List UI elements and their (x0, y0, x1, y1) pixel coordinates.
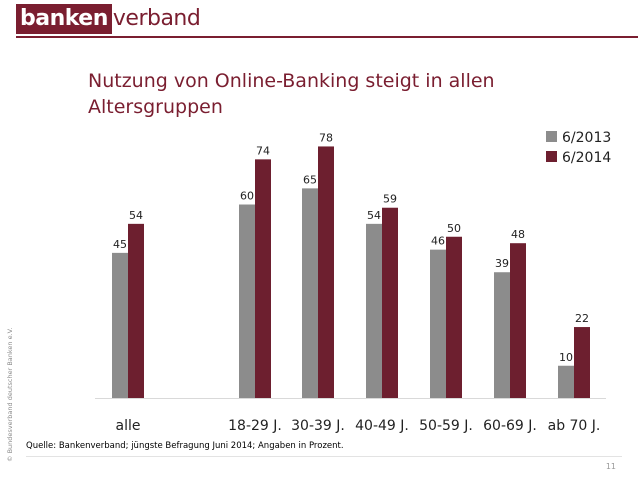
data-label: 39 (495, 257, 509, 270)
footer-rule (26, 456, 622, 457)
category-label: 30-39 J. (291, 418, 345, 434)
bankenverband-logo: banken verband (16, 4, 201, 34)
bar-2013-1 (239, 204, 255, 398)
data-label: 60 (240, 190, 254, 203)
header-rule (16, 36, 638, 38)
category-label: alle (116, 418, 141, 434)
bar-2013-2 (302, 188, 318, 398)
bar-2013-5 (494, 272, 510, 398)
bar-2013-4 (430, 249, 446, 398)
data-label: 78 (319, 131, 333, 144)
legend-swatch-2014 (546, 151, 557, 162)
data-label: 74 (256, 144, 270, 157)
bar-2014-1 (255, 159, 271, 398)
data-label: 48 (511, 228, 525, 241)
legend-label: 6/2013 (562, 130, 611, 146)
category-label: 60-69 J. (483, 418, 537, 434)
slide-title: Nutzung von Online-Banking steigt in all… (88, 70, 495, 118)
logo-box: banken (16, 4, 112, 34)
source-note: Quelle: Bankenverband; jüngste Befragung… (26, 441, 344, 451)
legend-swatch-2013 (546, 131, 557, 142)
bar-2013-0 (112, 252, 128, 398)
data-label: 46 (431, 235, 445, 248)
category-label: ab 70 J. (548, 418, 601, 434)
category-label: 50-59 J. (419, 418, 473, 434)
bar-2013-3 (366, 223, 382, 398)
bar-2014-0 (128, 223, 144, 398)
bar-2014-4 (446, 236, 462, 398)
logo-text: verband (112, 6, 201, 31)
bar-2014-3 (382, 207, 398, 398)
page-number: 11 (605, 462, 616, 471)
data-label: 45 (113, 238, 127, 251)
data-label: 22 (575, 312, 589, 325)
category-label: 18-29 J. (228, 418, 282, 434)
category-label: 40-49 J. (355, 418, 409, 434)
data-label: 50 (447, 222, 461, 235)
bar-2014-6 (574, 327, 590, 398)
data-label: 65 (303, 173, 317, 186)
legend-label: 6/2014 (562, 150, 611, 166)
data-label: 54 (367, 209, 381, 222)
bar-2013-6 (558, 365, 574, 398)
data-label: 54 (129, 209, 143, 222)
data-label: 10 (559, 351, 573, 364)
bar-2014-2 (318, 146, 334, 398)
data-label: 59 (383, 193, 397, 206)
bar-2014-5 (510, 243, 526, 398)
